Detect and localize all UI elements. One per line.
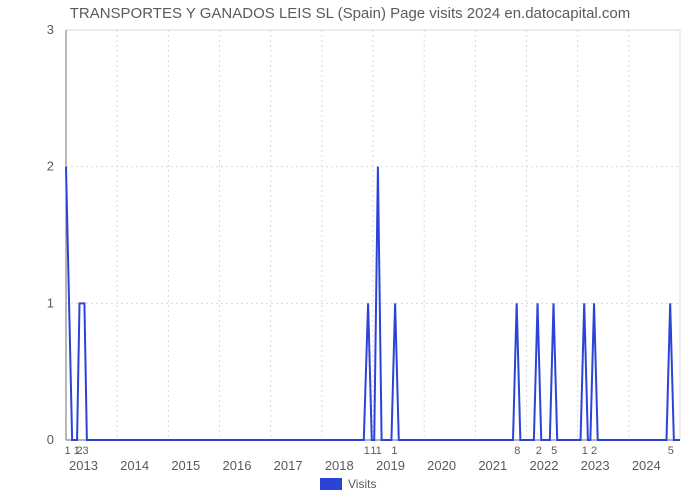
x-year-label: 2018 xyxy=(325,458,354,473)
y-tick-label: 1 xyxy=(47,295,54,310)
x-detail-label: 11 xyxy=(370,445,381,457)
x-detail-label: 1 xyxy=(582,445,588,457)
x-year-label: 2017 xyxy=(274,458,303,473)
legend-swatch xyxy=(320,478,342,490)
x-year-label: 2019 xyxy=(376,458,405,473)
x-year-label: 2015 xyxy=(171,458,200,473)
x-detail-label: 5 xyxy=(551,445,557,457)
y-tick-label: 3 xyxy=(47,22,54,37)
x-detail-label: 5 xyxy=(668,445,674,457)
x-year-label: 2024 xyxy=(632,458,661,473)
chart-title: TRANSPORTES Y GANADOS LEIS SL (Spain) Pa… xyxy=(70,5,631,22)
chart-svg: TRANSPORTES Y GANADOS LEIS SL (Spain) Pa… xyxy=(0,0,700,500)
x-year-label: 2013 xyxy=(69,458,98,473)
legend-label: Visits xyxy=(348,477,376,491)
x-year-label: 2023 xyxy=(581,458,610,473)
x-detail-label: 1 xyxy=(364,445,370,457)
visits-chart: TRANSPORTES Y GANADOS LEIS SL (Spain) Pa… xyxy=(0,0,700,500)
x-detail-label: 23 xyxy=(76,445,88,457)
x-year-label: 2016 xyxy=(223,458,252,473)
x-year-label: 2022 xyxy=(530,458,559,473)
x-detail-label: 2 xyxy=(536,445,542,457)
x-detail-label: 8 xyxy=(514,445,520,457)
y-tick-label: 0 xyxy=(47,432,54,447)
y-tick-label: 2 xyxy=(47,159,54,174)
x-detail-label: 1 xyxy=(391,445,397,457)
x-detail-label: 2 xyxy=(591,445,597,457)
x-year-label: 2020 xyxy=(427,458,456,473)
x-year-label: 2014 xyxy=(120,458,149,473)
x-year-label: 2021 xyxy=(478,458,507,473)
